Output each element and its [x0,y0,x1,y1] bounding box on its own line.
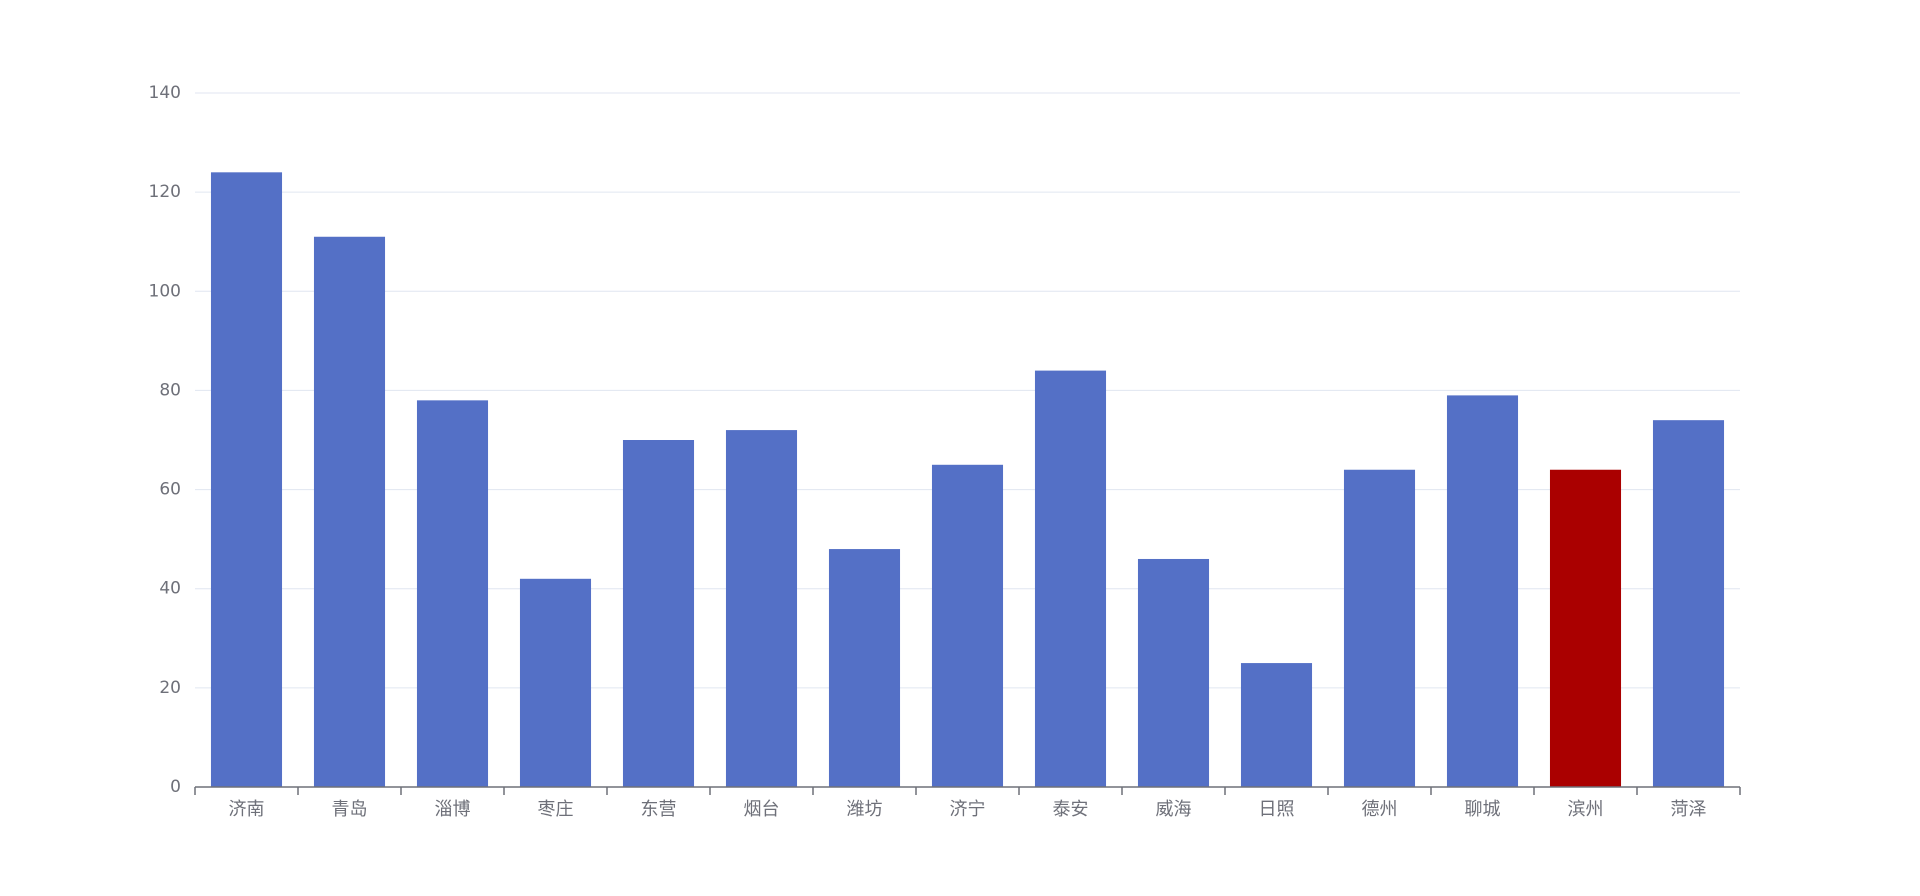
x-tick-label: 潍坊 [847,799,883,820]
y-tick-label: 20 [159,678,181,698]
bars [210,172,1725,788]
x-tick-label: 聊城 [1465,799,1501,820]
bar-2 [313,236,386,787]
x-tick-label: 济宁 [950,799,986,820]
bar-4 [519,578,592,787]
bar-14 [1549,469,1622,787]
bar-6 [725,430,798,787]
y-tick-label: 120 [149,182,181,202]
x-tick-label: 日照 [1259,799,1295,820]
bar-7 [828,549,901,787]
y-axis-labels: 0 20 40 60 80 100 120 140 [149,83,181,797]
y-tick-label: 0 [170,777,181,797]
x-tick-label: 滨州 [1568,799,1604,820]
x-tick-label: 青岛 [332,799,368,820]
y-tick-label: 60 [159,480,181,500]
y-tick-label: 140 [149,83,181,103]
x-tick-label: 淄博 [435,799,471,820]
x-axis-labels: 济南 青岛 淄博 枣庄 东营 烟台 潍坊 济宁 泰安 威海 日照 德州 聊城 滨州 菏泽 [229,799,1707,820]
x-tick-label: 枣庄 [538,799,574,820]
x-tick-label: 泰安 [1053,799,1089,820]
bar-15 [1652,420,1725,787]
bar-3 [416,400,489,787]
x-axis [194,786,1741,795]
x-tick-label: 烟台 [744,799,780,820]
bar-10 [1137,558,1210,787]
bar-1 [210,172,283,788]
y-tick-label: 80 [159,380,181,400]
bar-13 [1446,395,1519,787]
y-tick-label: 100 [149,281,181,301]
x-tick-label: 德州 [1362,799,1398,820]
bar-5 [622,440,695,787]
x-tick-label: 济南 [229,799,265,820]
bar-8 [931,464,1004,787]
x-tick-label: 威海 [1156,799,1192,820]
x-tick-label: 菏泽 [1671,799,1707,820]
x-tick-label: 东营 [641,799,677,820]
y-tick-label: 40 [159,579,181,599]
bar-9 [1034,370,1107,787]
bar-11 [1240,663,1313,787]
bar-12 [1343,469,1416,787]
